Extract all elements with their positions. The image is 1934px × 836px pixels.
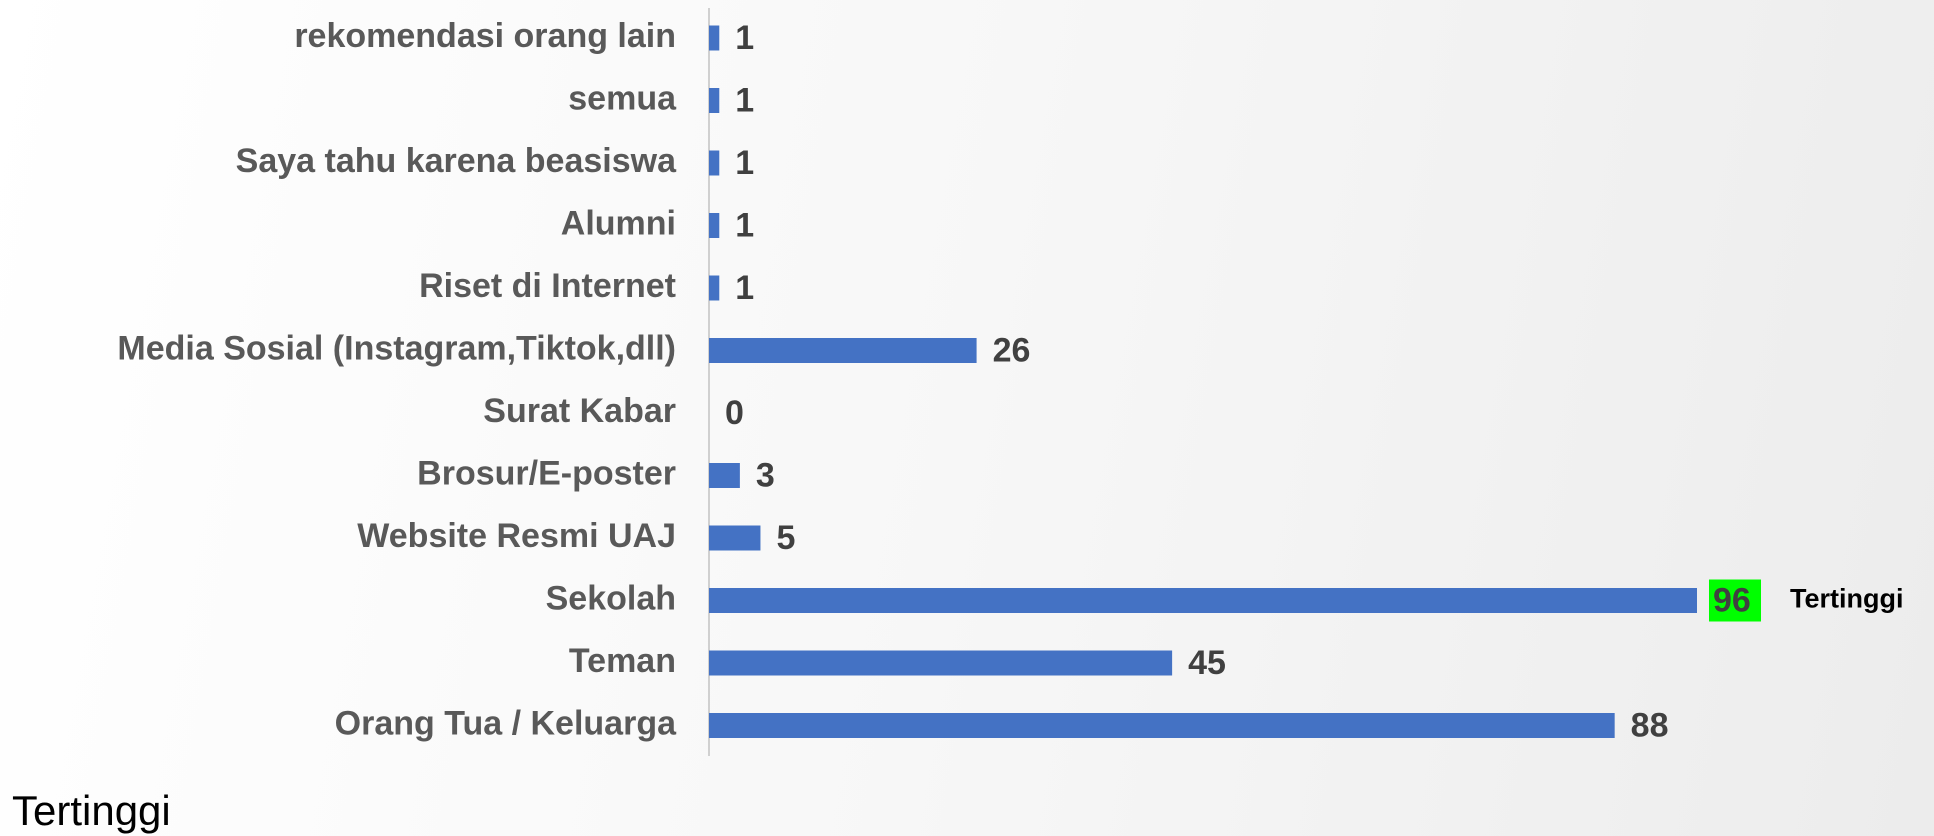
category-label: rekomendasi orang lain (294, 17, 676, 55)
bar (709, 338, 977, 363)
category-label: Surat Kabar (483, 392, 676, 430)
value-label: 3 (756, 456, 775, 494)
value-label: 1 (735, 269, 754, 307)
category-label: Orang Tua / Keluarga (335, 704, 677, 742)
bar (709, 713, 1615, 738)
category-label: Alumni (561, 204, 676, 242)
category-label: semua (568, 79, 677, 117)
category-label: Riset di Internet (419, 267, 676, 305)
bar (709, 88, 720, 113)
footer: Tertinggi (12, 787, 171, 834)
category-label: Media Sosial (Instagram,Tiktok,dll) (117, 329, 676, 367)
bar (709, 463, 740, 488)
value-label: 1 (735, 206, 754, 244)
bar (709, 650, 1173, 676)
annotation: Tertinggi (1790, 584, 1903, 614)
value-label: 26 (993, 331, 1031, 369)
category-label: Website Resmi UAJ (357, 517, 676, 555)
value-label: 0 (725, 394, 744, 432)
highlight (1709, 579, 1761, 622)
value-label: 88 (1631, 706, 1669, 744)
bar (709, 525, 761, 551)
value-label: 1 (735, 144, 754, 182)
value-label: 45 (1188, 644, 1226, 682)
category-label: Brosur/E-poster (417, 454, 676, 492)
bar (709, 150, 720, 176)
bar (709, 275, 720, 301)
category-label: Sekolah (546, 579, 676, 617)
value-label: 1 (735, 19, 754, 57)
category-label: Saya tahu karena beasiswa (236, 142, 677, 180)
category-label: Teman (569, 642, 676, 680)
bar (709, 213, 720, 238)
bar (709, 25, 720, 51)
value-label: 1 (735, 81, 754, 119)
bar (709, 588, 1697, 613)
value-label: 5 (776, 519, 795, 557)
value-label: 96 (1713, 581, 1751, 619)
